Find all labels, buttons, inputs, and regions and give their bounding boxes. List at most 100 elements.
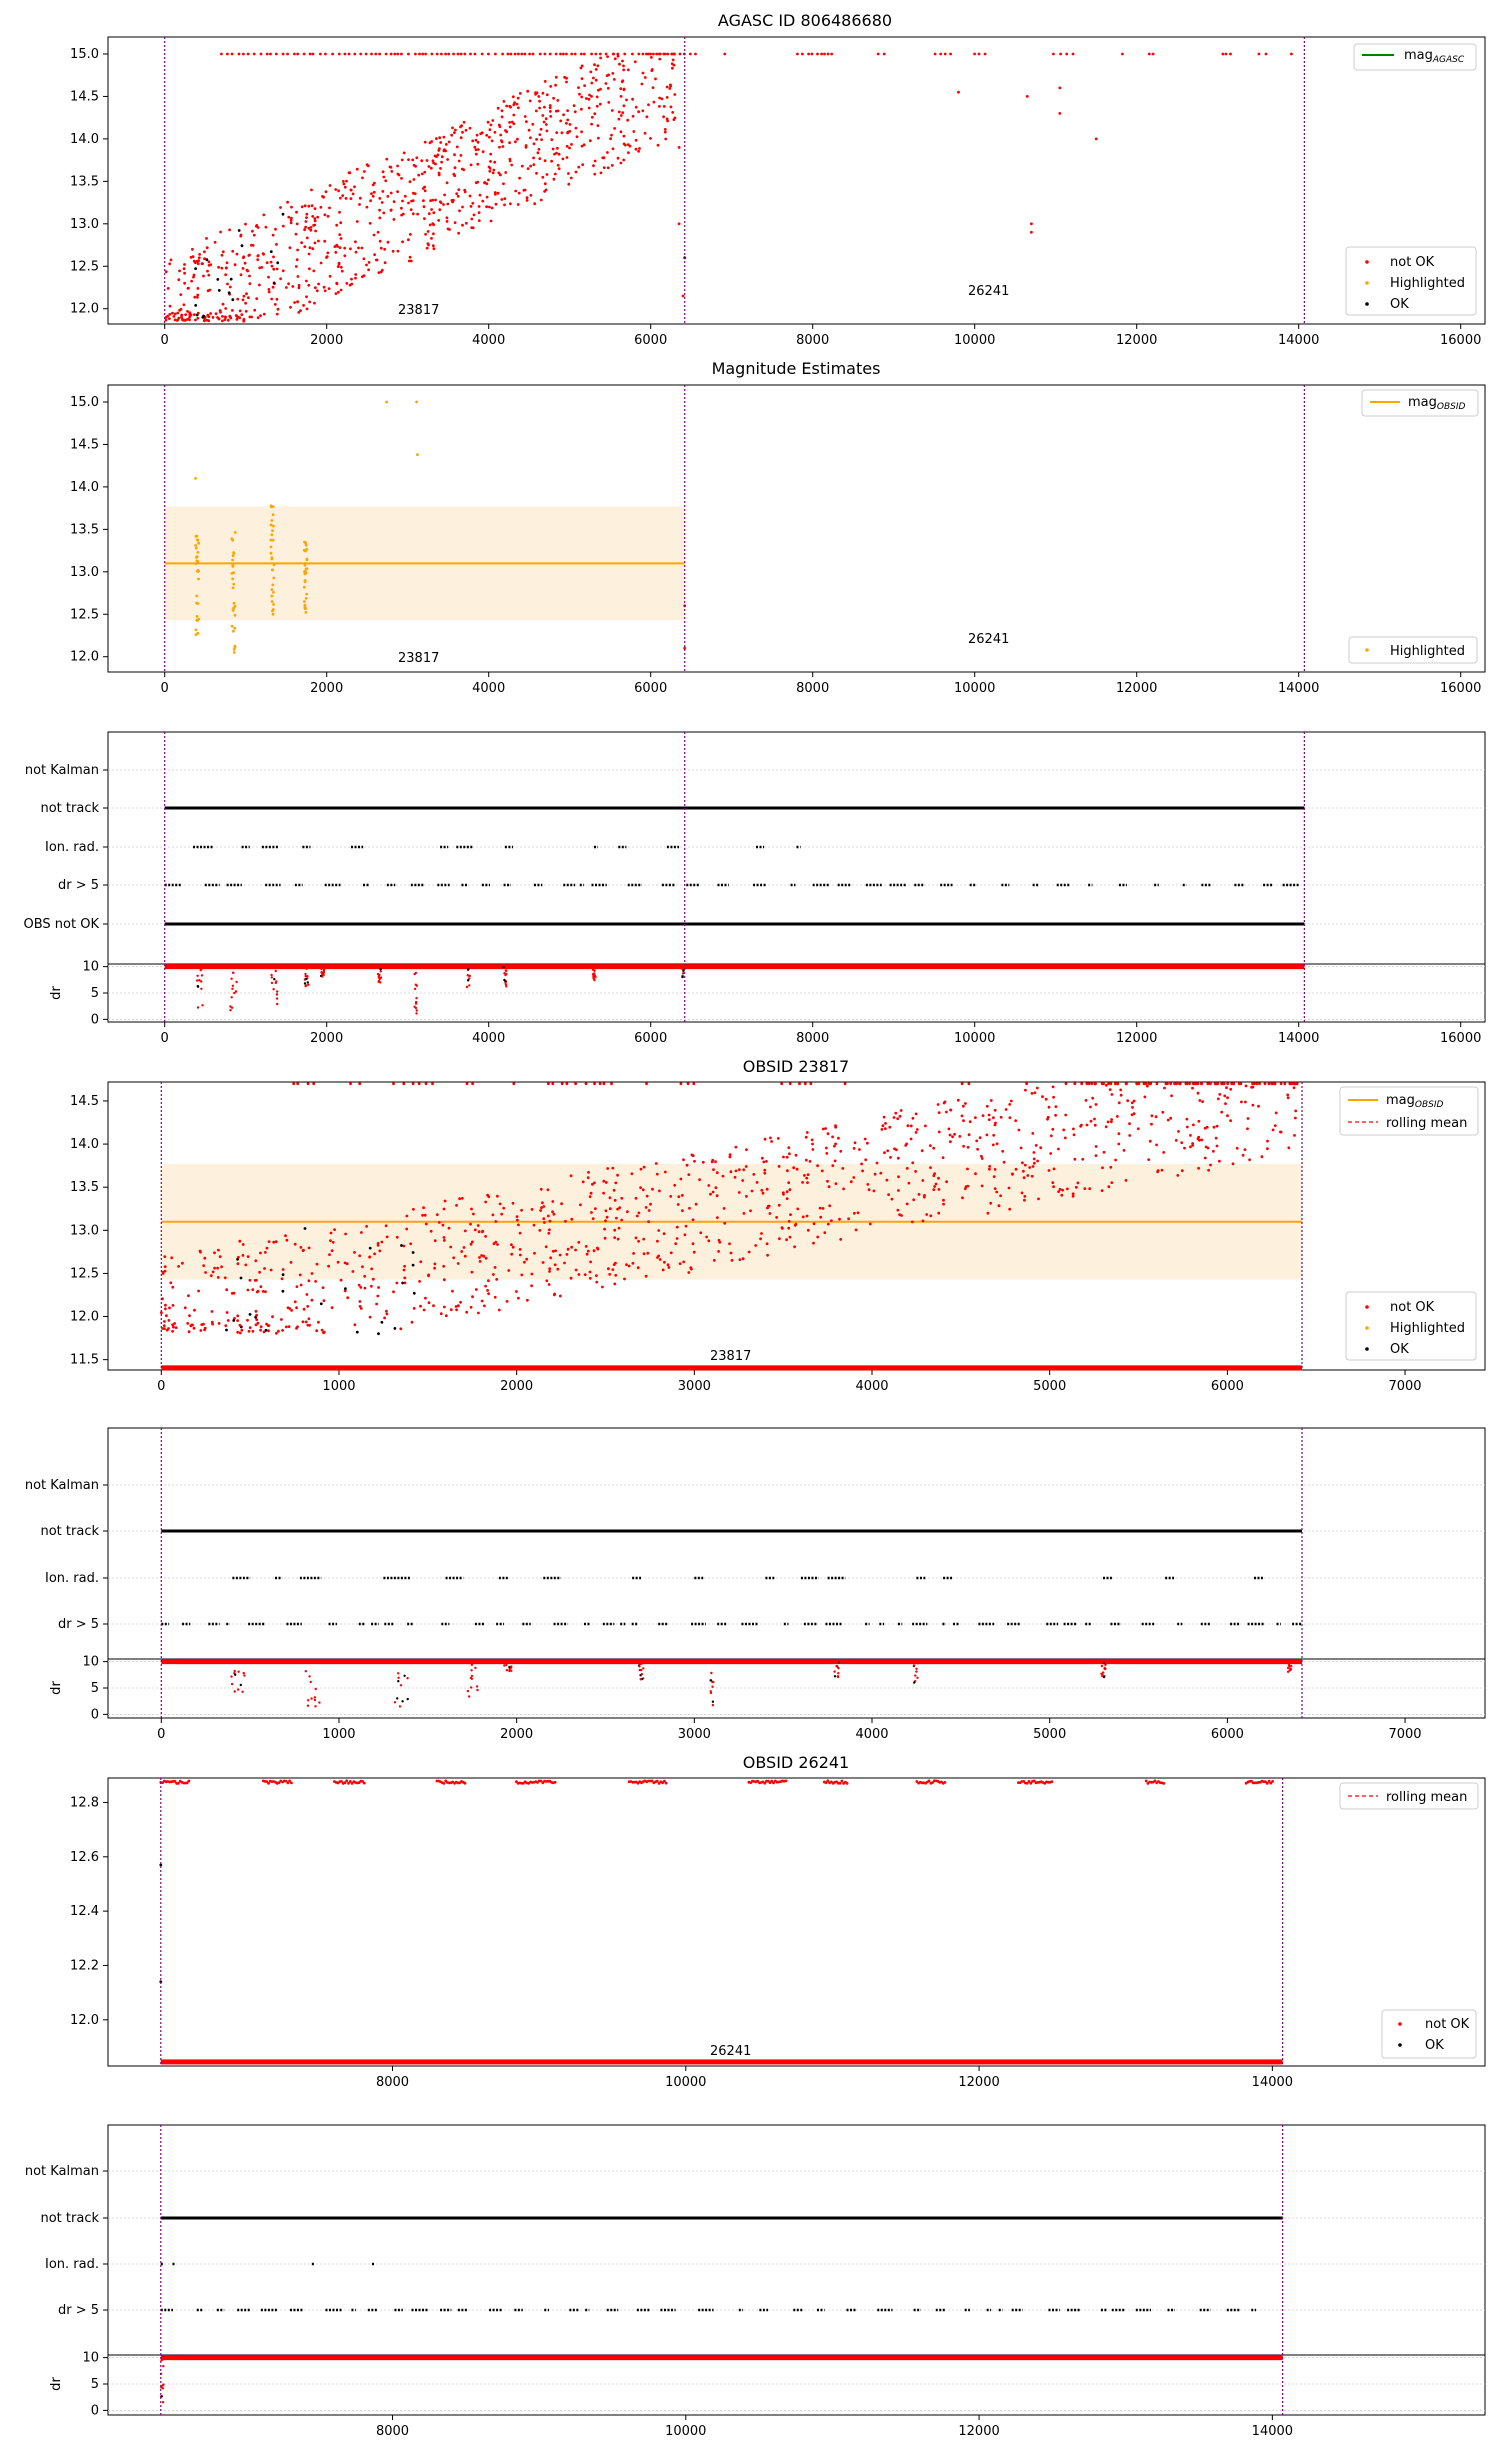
data-point (492, 168, 496, 172)
data-point (932, 1146, 936, 1150)
data-point (236, 1314, 240, 1318)
data-point (917, 1193, 921, 1196)
data-point (593, 1082, 596, 1086)
data-point (392, 218, 396, 221)
data-point (452, 52, 455, 56)
data-point (637, 52, 641, 56)
data-point (610, 109, 614, 112)
flag-row-label: not Kalman (25, 2164, 99, 2179)
data-point (477, 205, 481, 208)
data-point (259, 1325, 263, 1329)
data-point (310, 1298, 314, 1302)
data-point (663, 1779, 666, 1783)
data-point (506, 52, 510, 56)
data-point (304, 1320, 308, 1324)
data-point (1001, 1149, 1005, 1153)
data-point (221, 315, 224, 318)
data-point (937, 1176, 940, 1180)
data-point (371, 194, 375, 198)
data-point (236, 315, 240, 319)
dr-tick-label: 10 (82, 1655, 99, 1670)
data-point (280, 1277, 284, 1281)
data-point (389, 52, 393, 56)
x-tick-label: 1000 (322, 1727, 355, 1742)
data-point (1102, 1662, 1106, 1665)
flag-row-label: not track (40, 1524, 99, 1539)
data-point (549, 85, 553, 88)
obsid-annotation-23817: 23817 (398, 651, 439, 666)
data-point (290, 1781, 293, 1785)
data-point (1201, 1100, 1204, 1103)
data-point (642, 1252, 646, 1256)
data-point (788, 1152, 791, 1156)
data-point (405, 1214, 409, 1218)
data-point (507, 1269, 511, 1272)
data-point (599, 171, 603, 175)
data-point (324, 190, 328, 194)
data-point (1226, 1114, 1229, 1118)
data-point (220, 1265, 224, 1269)
data-point (619, 87, 623, 90)
data-point (475, 1685, 479, 1688)
data-point (423, 189, 427, 193)
flag-row-label: not track (40, 801, 99, 816)
data-point (565, 76, 568, 80)
data-point (265, 261, 269, 265)
data-point (966, 1145, 970, 1149)
data-point (1295, 1082, 1299, 1086)
data-point (229, 1005, 232, 1008)
x-tick-label: 16000 (1440, 681, 1481, 696)
data-point (445, 181, 449, 185)
data-point (1072, 1133, 1076, 1137)
data-point (781, 1227, 784, 1230)
data-point (1027, 1780, 1031, 1783)
data-point (388, 165, 392, 169)
data-point (485, 133, 489, 137)
data-point (509, 52, 513, 56)
data-point (621, 111, 625, 115)
data-point (164, 1303, 167, 1307)
data-point (380, 201, 384, 204)
data-point (861, 1169, 864, 1173)
data-point (194, 534, 198, 538)
data-point (649, 52, 652, 56)
dr-tick-label: 5 (91, 2377, 99, 2392)
data-point (1292, 1082, 1296, 1086)
data-point (244, 1263, 248, 1267)
data-point (721, 1174, 725, 1178)
data-point (520, 1273, 524, 1277)
data-point (378, 216, 382, 220)
data-point (324, 52, 327, 56)
data-point (368, 1246, 372, 1250)
data-point (329, 1239, 332, 1242)
data-point (355, 220, 359, 223)
mag-obsid-band (164, 506, 685, 621)
data-point (295, 258, 299, 261)
svg-text:magOBSID: magOBSID (1386, 1093, 1444, 1110)
data-point (406, 1697, 409, 1701)
data-point (502, 100, 506, 103)
x-tick-label: 7000 (1388, 1379, 1421, 1394)
data-point (376, 1243, 380, 1247)
data-point (637, 110, 640, 114)
y-tick-label: 14.5 (70, 89, 99, 104)
data-point (741, 1179, 745, 1182)
data-point (420, 172, 424, 176)
data-point (219, 230, 223, 234)
data-point (237, 52, 241, 56)
data-point (953, 1132, 956, 1136)
data-point (716, 1216, 719, 1219)
data-point (195, 615, 199, 618)
flag-row-label: OBS not OK (24, 917, 100, 932)
data-point (1235, 1146, 1239, 1150)
data-point (329, 1231, 333, 1235)
data-point (931, 1781, 934, 1784)
data-point (161, 1272, 165, 1275)
data-point (371, 183, 375, 187)
data-point (351, 1270, 355, 1273)
data-point (509, 1660, 512, 1663)
x-tick-label: 2000 (500, 1727, 533, 1742)
data-point (416, 212, 419, 216)
data-point (452, 198, 455, 202)
